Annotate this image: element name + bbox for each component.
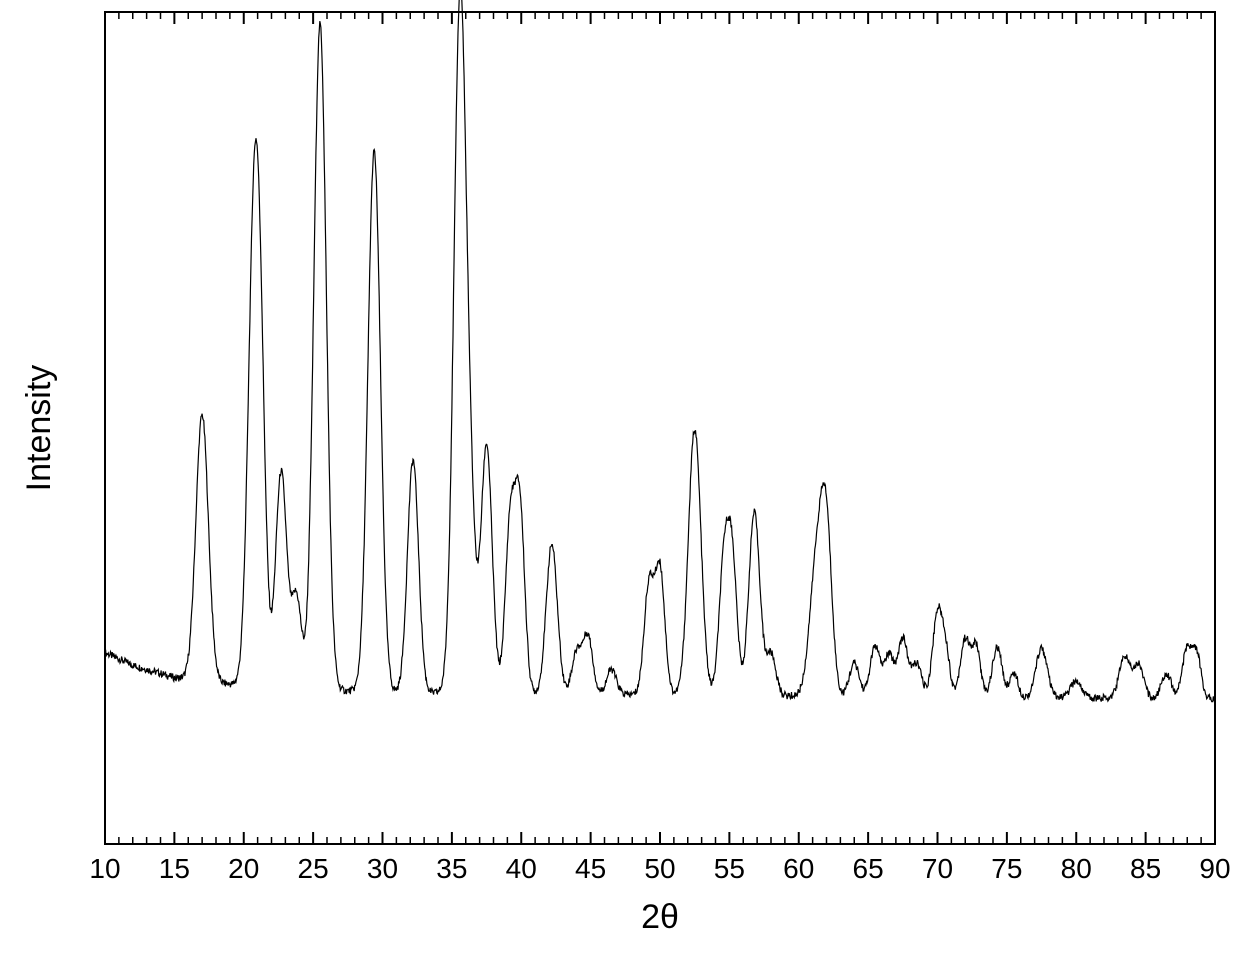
x-tick-label: 60 <box>783 853 814 884</box>
x-tick-label: 30 <box>367 853 398 884</box>
x-tick-label: 45 <box>575 853 606 884</box>
x-axis-title: 2θ <box>641 898 679 936</box>
xrd-chart: 10 15 20 25 30 35 40 45 50 55 60 65 70 75 80 85 90 2θ Inte… <box>0 0 1240 962</box>
x-tick-label: 55 <box>714 853 745 884</box>
x-tick-label: 90 <box>1199 853 1230 884</box>
x-tick-label: 35 <box>436 853 467 884</box>
x-tick-label: 20 <box>228 853 259 884</box>
x-tick-label: 85 <box>1130 853 1161 884</box>
xrd-pattern-line <box>105 0 1215 702</box>
x-tick-label: 40 <box>506 853 537 884</box>
x-tick-label: 75 <box>991 853 1022 884</box>
x-tick-label: 50 <box>644 853 675 884</box>
chart-svg: 10 15 20 25 30 35 40 45 50 55 60 65 70 75 80 85 90 2θ Inte… <box>0 0 1240 962</box>
x-tick-label: 10 <box>89 853 120 884</box>
x-tick-label: 25 <box>298 853 329 884</box>
x-tick-label: 65 <box>853 853 884 884</box>
x-tick-label: 70 <box>922 853 953 884</box>
x-tick-label: 80 <box>1061 853 1092 884</box>
x-tick-label: 15 <box>159 853 190 884</box>
y-axis-title: Intensity <box>20 365 58 492</box>
